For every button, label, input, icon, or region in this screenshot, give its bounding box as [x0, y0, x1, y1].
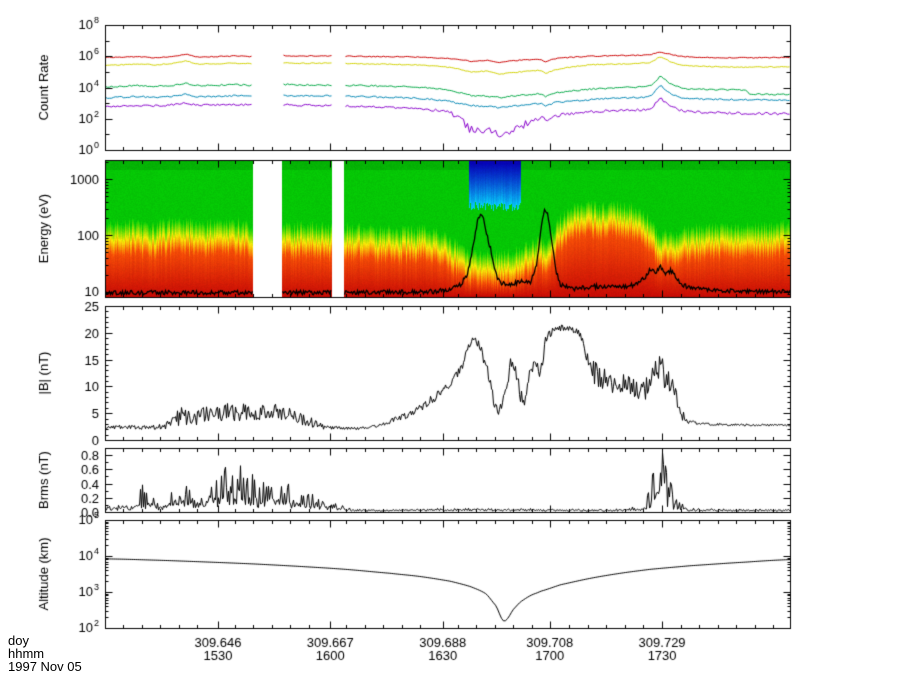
x-axis-doy-caption: doy — [8, 633, 29, 648]
x-axis-hhmm-caption: hhmm — [8, 646, 45, 661]
date-caption: 1997 Nov 05 — [8, 659, 82, 674]
